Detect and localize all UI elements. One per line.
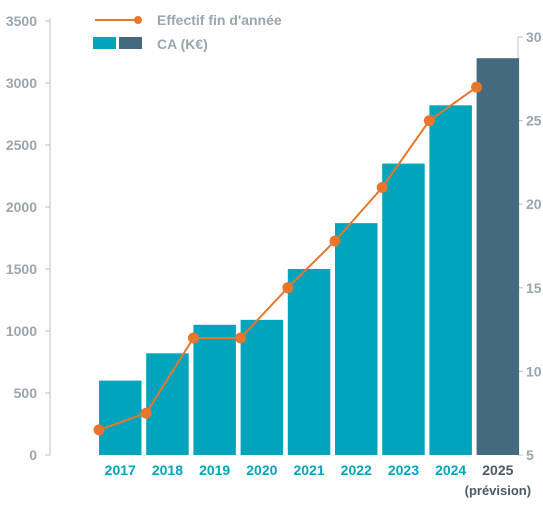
line-point-2024 xyxy=(423,115,435,127)
line-point-2021 xyxy=(282,282,294,294)
bar-2025 xyxy=(476,58,520,455)
right-tick-label: 10 xyxy=(526,363,542,379)
legend-bar-swatch xyxy=(93,37,116,49)
category-label-2022: 2022 xyxy=(341,462,372,478)
left-tick-label: 3000 xyxy=(6,75,37,91)
legend-line-marker xyxy=(134,16,142,24)
category-label-2021: 2021 xyxy=(293,462,324,478)
line-point-2020 xyxy=(235,332,247,344)
category-label-2017: 2017 xyxy=(105,462,136,478)
bar-2019 xyxy=(193,324,236,455)
category-note-2025: (prévision) xyxy=(465,483,531,498)
category-label-2019: 2019 xyxy=(199,462,230,478)
left-tick-label: 0 xyxy=(29,447,37,463)
right-tick-label: 5 xyxy=(526,447,534,463)
legend-bar-label: CA (K€) xyxy=(157,36,208,52)
right-tick-label: 15 xyxy=(526,280,542,296)
line-series xyxy=(93,81,483,436)
right-tick-label: 30 xyxy=(526,29,542,45)
left-tick-label: 500 xyxy=(14,385,38,401)
left-tick-label: 3500 xyxy=(6,13,37,29)
category-labels: 2017 2018 2019 2020 2021 2022 2023 2024 2025 (pré… xyxy=(105,462,531,498)
bar-2023 xyxy=(382,163,425,455)
left-axis: 0 500 1000 1500 2000 2500 3000 3500 xyxy=(6,13,51,463)
line-point-2023 xyxy=(376,181,388,193)
right-axis: 5 10 15 20 25 30 xyxy=(517,29,542,463)
right-tick-label: 25 xyxy=(526,113,542,129)
line-point-2025 xyxy=(471,81,483,93)
line-point-2022 xyxy=(329,235,341,247)
left-tick-label: 1500 xyxy=(6,261,37,277)
category-label-2023: 2023 xyxy=(388,462,419,478)
category-label-2024: 2024 xyxy=(435,462,466,478)
line-point-2019 xyxy=(187,332,199,344)
left-tick-label: 2500 xyxy=(6,137,37,153)
line-point-2018 xyxy=(140,407,152,419)
legend: Effectif fin d'année CA (K€) xyxy=(93,12,282,52)
bar-2018 xyxy=(146,353,189,455)
right-tick-label: 20 xyxy=(526,196,542,212)
bar-2022 xyxy=(335,223,378,455)
category-label-2018: 2018 xyxy=(152,462,183,478)
bar-2020 xyxy=(240,319,284,455)
legend-bar-forecast-swatch xyxy=(119,37,142,49)
category-label-2020: 2020 xyxy=(246,462,277,478)
bar-series xyxy=(99,58,520,455)
left-tick-label: 1000 xyxy=(6,323,37,339)
category-label-2025: 2025 xyxy=(482,462,513,478)
bar-2021 xyxy=(287,269,331,455)
left-tick-label: 2000 xyxy=(6,199,37,215)
bar-2024 xyxy=(429,105,472,455)
legend-line-label: Effectif fin d'année xyxy=(157,12,282,28)
line-point-2017 xyxy=(93,424,105,436)
